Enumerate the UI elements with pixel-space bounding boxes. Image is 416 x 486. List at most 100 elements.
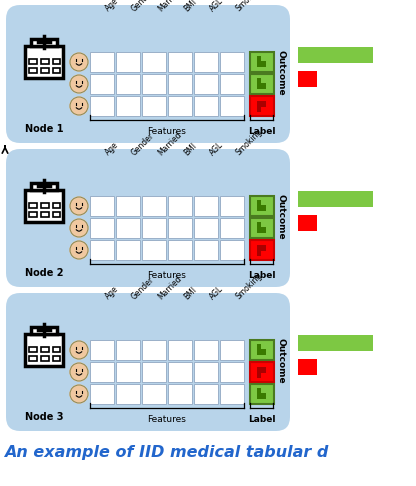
- Bar: [41, 68, 49, 73]
- Bar: [250, 74, 274, 94]
- Text: Features: Features: [148, 271, 186, 280]
- Circle shape: [70, 97, 88, 115]
- Text: Label: Label: [248, 271, 275, 280]
- Polygon shape: [257, 251, 261, 256]
- Text: Features: Features: [148, 415, 186, 424]
- Bar: [250, 196, 274, 216]
- Bar: [257, 226, 266, 233]
- Bar: [116, 340, 140, 360]
- Bar: [116, 218, 140, 238]
- Bar: [298, 47, 373, 63]
- Bar: [220, 52, 244, 72]
- Polygon shape: [257, 56, 261, 61]
- Bar: [142, 240, 166, 260]
- Bar: [220, 196, 244, 216]
- Bar: [29, 203, 37, 208]
- Bar: [168, 96, 192, 116]
- Bar: [194, 196, 218, 216]
- Bar: [257, 101, 266, 107]
- Bar: [250, 240, 274, 260]
- Bar: [220, 218, 244, 238]
- Bar: [168, 340, 192, 360]
- Bar: [25, 190, 63, 222]
- Circle shape: [70, 53, 88, 71]
- Bar: [168, 384, 192, 404]
- Text: Married: Married: [156, 0, 183, 13]
- Bar: [116, 96, 140, 116]
- Bar: [116, 74, 140, 94]
- Bar: [298, 71, 317, 87]
- Bar: [116, 196, 140, 216]
- Bar: [116, 240, 140, 260]
- FancyBboxPatch shape: [6, 5, 290, 143]
- Bar: [90, 52, 114, 72]
- Text: Age: Age: [104, 284, 121, 301]
- Bar: [116, 362, 140, 382]
- Bar: [257, 245, 266, 251]
- Bar: [257, 205, 266, 211]
- Bar: [29, 59, 37, 64]
- Bar: [53, 212, 60, 217]
- Circle shape: [70, 341, 88, 359]
- Text: Node 1: Node 1: [25, 124, 63, 134]
- Bar: [298, 215, 317, 231]
- Bar: [116, 384, 140, 404]
- Bar: [53, 203, 60, 208]
- Circle shape: [70, 363, 88, 381]
- Circle shape: [70, 219, 88, 237]
- FancyBboxPatch shape: [6, 293, 290, 431]
- Text: Gender: Gender: [130, 275, 156, 301]
- Bar: [194, 240, 218, 260]
- Bar: [41, 356, 49, 362]
- Bar: [53, 59, 60, 64]
- Text: Outcome: Outcome: [277, 194, 285, 240]
- Bar: [220, 240, 244, 260]
- Bar: [220, 340, 244, 360]
- Bar: [194, 362, 218, 382]
- Text: AGL: AGL: [208, 140, 225, 157]
- Bar: [41, 203, 49, 208]
- Bar: [25, 334, 63, 365]
- Bar: [90, 384, 114, 404]
- Text: Label: Label: [248, 415, 275, 424]
- Text: Features: Features: [148, 127, 186, 136]
- Bar: [194, 218, 218, 238]
- Text: Married: Married: [156, 274, 183, 301]
- Bar: [29, 68, 37, 73]
- Bar: [220, 74, 244, 94]
- Bar: [90, 218, 114, 238]
- Bar: [194, 52, 218, 72]
- Polygon shape: [257, 78, 261, 83]
- Text: Outcome: Outcome: [277, 338, 285, 384]
- Bar: [257, 61, 266, 67]
- Bar: [250, 218, 274, 238]
- Bar: [41, 59, 49, 64]
- Text: Married: Married: [156, 130, 183, 157]
- Bar: [194, 96, 218, 116]
- Bar: [257, 393, 266, 399]
- Bar: [142, 362, 166, 382]
- Polygon shape: [257, 388, 261, 393]
- Text: Node 3: Node 3: [25, 412, 63, 422]
- Bar: [142, 74, 166, 94]
- Text: Label: Label: [248, 127, 275, 136]
- Bar: [220, 362, 244, 382]
- Bar: [90, 340, 114, 360]
- Bar: [250, 340, 274, 360]
- Bar: [220, 384, 244, 404]
- Bar: [31, 327, 57, 334]
- FancyBboxPatch shape: [6, 149, 290, 287]
- Bar: [142, 218, 166, 238]
- Bar: [29, 347, 37, 352]
- Bar: [31, 38, 57, 46]
- Polygon shape: [257, 200, 261, 205]
- Text: Gender: Gender: [130, 0, 156, 13]
- Bar: [257, 348, 266, 355]
- Bar: [41, 212, 49, 217]
- Text: BMI: BMI: [182, 285, 198, 301]
- Text: BMI: BMI: [182, 141, 198, 157]
- Bar: [168, 362, 192, 382]
- Bar: [250, 96, 274, 116]
- Bar: [142, 340, 166, 360]
- Circle shape: [70, 75, 88, 93]
